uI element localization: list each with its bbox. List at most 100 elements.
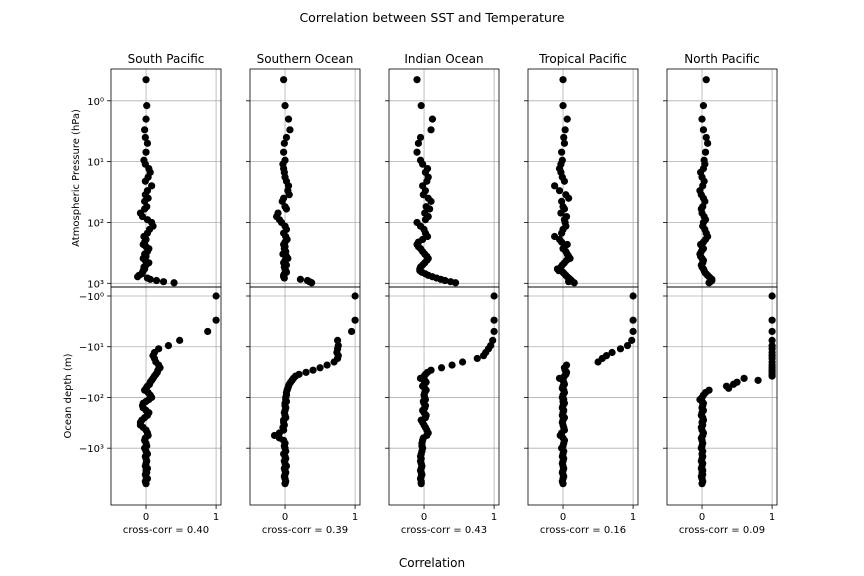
ocean-point	[302, 368, 310, 376]
ocean-point	[479, 352, 488, 360]
ocean-point	[330, 358, 338, 366]
panel-title: South Pacific	[128, 52, 205, 66]
atmosphere-tick-label: 10⁰	[87, 97, 104, 108]
atmosphere-point	[428, 115, 437, 123]
atmosphere-point	[142, 76, 150, 84]
ocean-axes-frame	[249, 286, 361, 506]
atmosphere-point	[441, 276, 449, 285]
ocean-point	[473, 354, 481, 363]
atmosphere-point	[427, 126, 435, 134]
atmosphere-point	[284, 115, 293, 123]
x-tick-label: 0	[282, 512, 288, 523]
cross-corr-label: cross-corr = 0.39	[262, 525, 348, 536]
ocean-point	[608, 348, 616, 357]
atmosphere-axes-frame	[666, 68, 778, 288]
atmosphere-point	[308, 279, 316, 287]
atmosphere-axes-frame	[527, 68, 639, 288]
ocean-point	[594, 358, 602, 366]
atmosphere-point	[427, 197, 435, 205]
atmosphere-point	[559, 76, 567, 84]
ocean-point	[351, 316, 359, 324]
atmosphere-point	[561, 126, 569, 134]
atmosphere-point	[560, 177, 569, 185]
atmosphere-point	[134, 273, 142, 281]
atmosphere-point	[699, 126, 708, 134]
ocean-point	[458, 358, 467, 366]
ocean-point	[490, 327, 498, 336]
ocean-point	[204, 327, 212, 336]
atmosphere-point	[570, 279, 578, 287]
ocean-point	[309, 366, 317, 374]
atmosphere-point	[559, 102, 567, 110]
atmosphere-point	[702, 133, 710, 142]
x-tick-label: 1	[491, 512, 497, 523]
cross-corr-label: cross-corr = 0.40	[123, 525, 209, 536]
ocean-axes-frame	[527, 286, 639, 506]
atmosphere-point	[280, 139, 288, 147]
x-tick-label: 1	[769, 512, 775, 523]
atmosphere-point	[282, 133, 291, 142]
atmosphere-point	[560, 139, 569, 147]
ocean-point	[490, 316, 498, 324]
atmosphere-point	[698, 115, 706, 123]
atmosphere-point	[416, 133, 425, 142]
atmosphere-point	[142, 148, 150, 156]
x-tick-label: 1	[352, 512, 358, 523]
ocean-point	[729, 380, 738, 388]
ocean-point	[698, 480, 706, 488]
atmosphere-point	[170, 279, 178, 287]
atmosphere-point	[563, 115, 571, 123]
ocean-point	[623, 341, 632, 350]
ocean-point	[629, 316, 637, 324]
ocean-point	[616, 345, 625, 353]
atmosphere-point	[143, 139, 152, 147]
atmosphere-point	[413, 76, 421, 84]
ocean-point	[768, 372, 776, 380]
atmosphere-point	[555, 187, 564, 195]
x-tick-label: 1	[213, 512, 219, 523]
atmosphere-point	[413, 148, 421, 156]
atmosphere-point	[280, 148, 288, 156]
atmosphere-point	[421, 216, 430, 224]
ocean-point	[281, 480, 289, 488]
ocean-point	[559, 480, 567, 488]
atmosphere-point	[560, 133, 568, 142]
atmosphere-point	[414, 139, 423, 147]
atmosphere-point	[557, 209, 565, 217]
atmosphere-point	[558, 229, 566, 237]
ocean-point	[754, 376, 762, 384]
atmosphere-point	[551, 182, 559, 190]
atmosphere-axes-frame	[388, 68, 500, 288]
x-tick-label: 0	[699, 512, 705, 523]
cross-corr-label: cross-corr = 0.43	[401, 525, 487, 536]
atmosphere-point	[280, 274, 288, 282]
atmosphere-point	[701, 148, 710, 156]
ocean-point	[316, 364, 324, 372]
x-tick-label: 1	[630, 512, 636, 523]
atmosphere-tick-label: 10²	[87, 218, 104, 229]
panel-south-pacific: South Pacific 0 1 10⁰ 10¹ 10² 10³ −10⁰ −10¹ −10² −…	[79, 52, 222, 536]
atmosphere-point	[285, 191, 293, 199]
x-tick-label: 0	[143, 512, 149, 523]
panel-title: Southern Ocean	[257, 52, 354, 66]
ocean-point	[768, 327, 776, 336]
ocean-point	[725, 384, 733, 392]
figure-xlabel: Correlation	[399, 556, 465, 570]
atmosphere-point	[702, 76, 710, 84]
atmosphere-point	[705, 279, 713, 287]
ocean-point	[176, 336, 184, 344]
atmosphere-point	[281, 102, 289, 110]
ocean-point	[629, 327, 637, 336]
atmosphere-point	[142, 115, 150, 123]
ocean-point	[323, 361, 331, 369]
figure-title: Correlation between SST and Temperature	[299, 10, 564, 25]
ocean-axes-frame	[110, 286, 222, 506]
atmosphere-tick-label: 10³	[87, 279, 104, 290]
atmosphere-point	[282, 205, 291, 213]
atmosphere-axes-frame	[110, 68, 222, 288]
ocean-point	[628, 336, 636, 344]
ocean-point	[448, 361, 456, 369]
panels-group: South Pacific 0 1 10⁰ 10¹ 10² 10³ −10⁰ −10¹ −10² −…	[63, 52, 778, 536]
atmosphere-point	[141, 177, 149, 185]
